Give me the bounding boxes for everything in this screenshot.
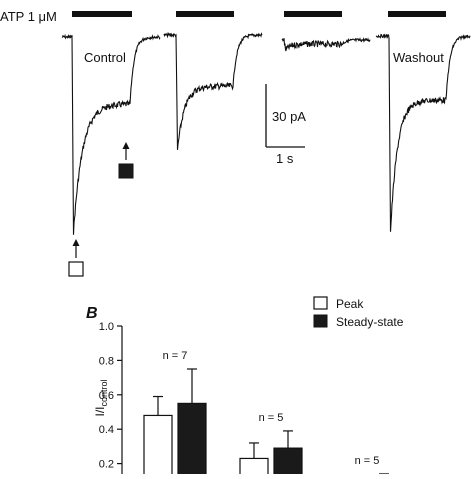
- atp-application-bar-4: [388, 11, 446, 17]
- y-axis-label-sub: control: [99, 379, 109, 406]
- n-label-group-1: n = 7: [163, 350, 188, 362]
- peak-marker-arrow: [72, 239, 80, 258]
- scale-bar: [265, 84, 305, 148]
- legend: Peak Steady-state: [313, 296, 404, 329]
- y-axis-label-main: I/I: [93, 407, 107, 417]
- peak-open-square-icon: [68, 261, 84, 277]
- n-label-group-2: n = 5: [259, 412, 284, 424]
- current-trace-washout: [375, 33, 471, 232]
- y-tick-label: 0.6: [99, 390, 114, 402]
- current-trace-3: [281, 37, 371, 52]
- y-tick-label: 0.4: [99, 424, 114, 436]
- y-axis-ticks: 0.2 0.4 0.6 0.8 1.0: [99, 321, 122, 471]
- legend-label-steady: Steady-state: [336, 315, 404, 329]
- y-tick-label: 0.8: [99, 355, 114, 367]
- trace-label-control: Control: [84, 50, 126, 65]
- legend-swatch-peak: [313, 296, 328, 310]
- panel-b: B I/Icontrol 0.20.40.60.81.0 n = 7n = 5n…: [86, 296, 404, 479]
- steady-filled-square-icon: [118, 163, 134, 179]
- atp-application-bar-3: [284, 11, 342, 17]
- agonist-label: ATP 1 μM: [0, 9, 57, 24]
- bar-steady-group-1: [177, 402, 207, 479]
- y-tick-label: 1.0: [99, 321, 114, 333]
- legend-label-peak: Peak: [336, 297, 364, 311]
- legend-swatch-steady: [313, 314, 328, 328]
- trace-label-washout: Washout: [393, 50, 444, 65]
- atp-application-bar-2: [176, 11, 234, 17]
- panel-a: ATP 1 μM Control Washout 30 pA 1 s: [0, 9, 471, 277]
- panel-letter-b: B: [86, 305, 98, 322]
- current-trace-2: [163, 32, 263, 150]
- bar-peak-group-1: [143, 414, 173, 479]
- n-label-group-3: n = 5: [355, 455, 380, 467]
- current-trace-control: [61, 33, 161, 235]
- bar-steady-group-2: [273, 447, 303, 479]
- bars: n = 7 n = 5 n = 5: [143, 350, 389, 479]
- y-tick-label: 0.2: [99, 459, 114, 471]
- y-axis-label: I/Icontrol: [93, 379, 109, 416]
- scale-bar-current-label: 30 pA: [272, 109, 306, 124]
- scale-bar-time-label: 1 s: [276, 151, 294, 166]
- steady-marker-arrow: [122, 142, 130, 160]
- atp-application-bar-1: [72, 11, 132, 17]
- bar-peak-group-2: [239, 457, 269, 479]
